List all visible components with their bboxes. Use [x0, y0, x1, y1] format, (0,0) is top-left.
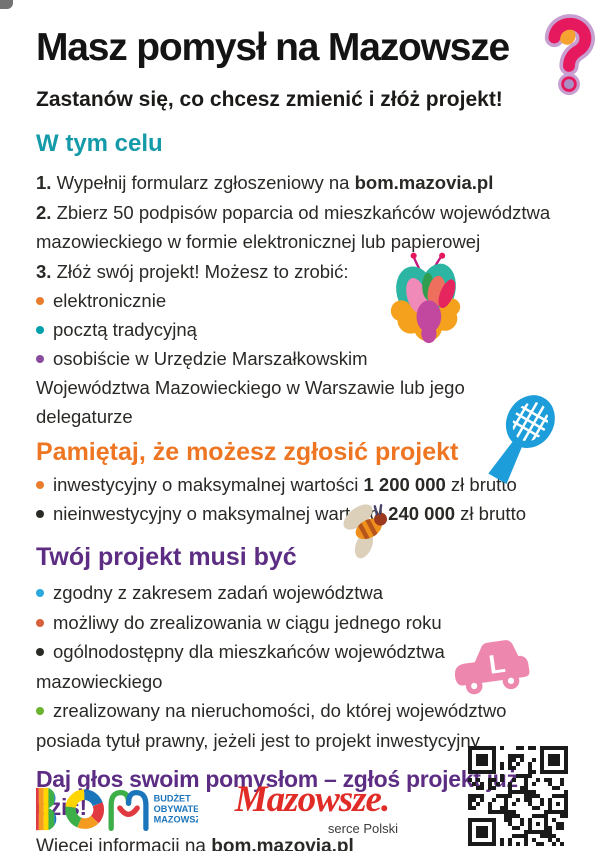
list-item: zgodny z zakresem zadań województwa — [36, 578, 564, 608]
mazowsze-logo-tagline: serce Polski — [327, 821, 398, 836]
list-item-label: elektronicznie — [53, 290, 167, 311]
corner-artifact — [0, 0, 13, 9]
list-item: pocztą tradycyjną — [36, 315, 564, 344]
bee-icon — [338, 495, 400, 561]
bom-logo: BUDŻET OBYWATELSKI MAZOWSZA — [34, 782, 220, 838]
bullet-dot — [36, 707, 44, 715]
info-url: bom.mazovia.pl — [211, 835, 354, 851]
call-to-action: Daj głos swoim pomysłom – zgłoś projekt … — [36, 765, 518, 820]
step-1: 1. Wypełnij formularz zgłoszeniowy na bo… — [36, 168, 564, 198]
step-3-number: 3. — [36, 260, 52, 282]
project-requirements-list: zgodny z zakresem zadań województwa możl… — [36, 578, 564, 726]
bullet-dot — [36, 589, 44, 597]
bullet-dot — [36, 509, 44, 518]
butterfly-icon — [388, 248, 464, 348]
amount-value: 240 000 — [388, 502, 456, 524]
qr-code — [468, 746, 568, 846]
list-item: osobiście w Urzędzie Marszałkowskim — [36, 344, 564, 373]
bullet-dot — [36, 326, 44, 334]
section-heading-pamietaj: Pamiętaj, że możesz zgłosić projekt — [36, 438, 459, 466]
list-item-label: pocztą tradycyjną — [53, 319, 197, 340]
learner-car-icon: L — [446, 630, 534, 700]
bullet-dot — [36, 618, 44, 627]
step-1-number: 1. — [36, 172, 52, 193]
more-info-line: Więcej informacji na bom.mazovia.pl — [36, 835, 564, 851]
question-mark-icon — [541, 12, 597, 96]
step-2: 2. Zbierz 50 podpisów poparcia od mieszk… — [36, 198, 564, 257]
page-subtitle: Zastanów się, co chcesz zmienić i złóż p… — [36, 88, 503, 111]
bullet-dot — [36, 297, 44, 305]
step-2-number: 2. — [36, 201, 52, 223]
bom-logo-text-line3: MAZOWSZA — [154, 815, 198, 825]
bullet-dot — [36, 481, 44, 489]
bullet-dot — [36, 355, 44, 363]
list-item: zrealizowany na nieruchomości, do której… — [36, 696, 564, 726]
submission-methods-list: elektronicznie pocztą tradycyjną osobiśc… — [36, 286, 564, 373]
car-letter: L — [487, 648, 507, 680]
tennis-racket-icon — [474, 390, 560, 490]
list-item-label: osobiście w Urzędzie Marszałkowskim — [53, 348, 368, 369]
list-continuation: Województwa Mazowieckiego w Warszawie lu… — [36, 377, 465, 427]
list-continuation: posiada tytuł prawny, jeżeli jest to pro… — [36, 729, 480, 751]
amount-value: 1 200 000 — [363, 474, 446, 495]
bom-logo-text-line1: BUDŻET — [154, 793, 192, 803]
list-item: nieinwestycyjny o maksymalnej wartości 2… — [36, 500, 564, 529]
list-item: możliwy do zrealizowania w ciągu jednego… — [36, 608, 564, 638]
bullet-dot — [36, 648, 44, 656]
list-item: elektronicznie — [36, 286, 564, 315]
step-3-text: Złóż swój projekt! Możesz to zrobić: — [51, 260, 349, 282]
bom-logo-text-line2: OBYWATELSKI — [154, 804, 198, 814]
section-heading-w-tym-celu: W tym celu — [36, 130, 163, 157]
list-item: ogólnodostępny dla mieszkańców województ… — [36, 641, 445, 692]
section-heading-musi-byc: Twój projekt musi być — [36, 543, 297, 571]
page-title: Masz pomysł na Mazowsze — [36, 26, 510, 69]
list-item: inwestycyjny o maksymalnej wartości 1 20… — [36, 471, 564, 500]
step-2-text: Zbierz 50 podpisów poparcia od mieszkańc… — [36, 201, 551, 253]
step-3: 3. Złóż swój projekt! Możesz to zrobić: — [36, 257, 564, 287]
mazowsze-logo-wordmark: Mazowsze. — [234, 779, 390, 820]
project-value-list: inwestycyjny o maksymalnej wartości 1 20… — [36, 471, 564, 528]
steps-list: 1. Wypełnij formularz zgłoszeniowy na bo… — [36, 168, 564, 286]
mazowsze-logo: Mazowsze. serce Polski — [212, 780, 412, 840]
step-1-url: bom.mazovia.pl — [354, 172, 494, 193]
step-1-text: Wypełnij formularz zgłoszeniowy na — [51, 172, 355, 193]
